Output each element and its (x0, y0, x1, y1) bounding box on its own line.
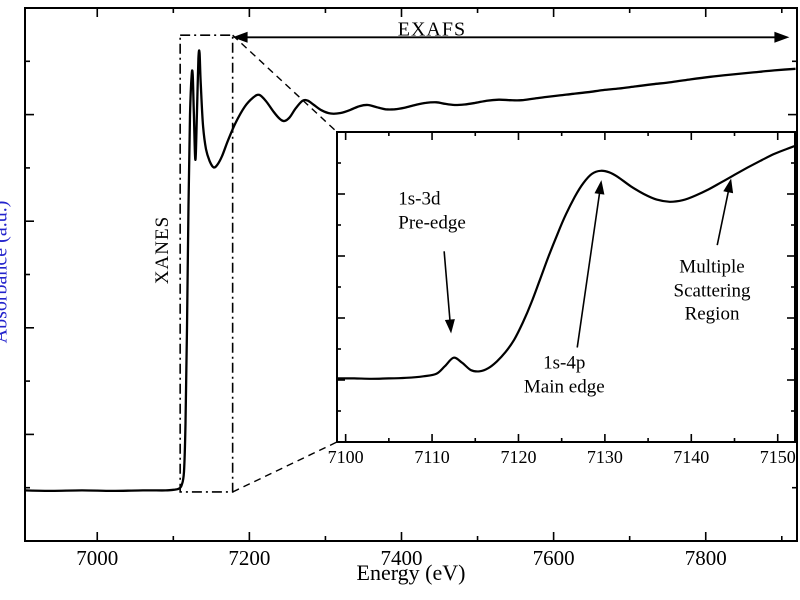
tick-label: 7000 (76, 546, 119, 570)
tick-label: 7110 (414, 447, 450, 467)
x-axis-label: Energy (eV) (356, 560, 466, 585)
tick-label: 7800 (684, 546, 727, 570)
tick-label: 7400 (380, 546, 423, 570)
tick-label: 7100 (327, 447, 364, 467)
main-edge-annotation: 1s-4p Main edge (523, 352, 605, 398)
tick-label: 7140 (673, 447, 710, 467)
main-edge-arrow-line (576, 189, 601, 348)
inset-axis-ticks (337, 132, 795, 442)
main-spectrum-curve (24, 49, 796, 493)
zoom-connector-top (232, 34, 338, 133)
inset-xanes-curve (336, 144, 796, 380)
tick-label: 7120 (500, 447, 537, 467)
multiple-scattering-arrow-arrowhead (723, 178, 734, 194)
tick-label: 7600 (532, 546, 575, 570)
y-axis-label: Absorbance (a.u.) (0, 200, 12, 344)
exafs-range-arrow-arrowhead (774, 31, 790, 43)
exafs-region-label: EXAFS (397, 18, 467, 41)
multiple-scattering-annotation: Multiple Scattering Region (673, 256, 751, 325)
pre-edge-annotation: 1s-3d Pre-edge (398, 188, 466, 234)
pre-edge-arrow-line (443, 251, 452, 324)
tick-label: 7130 (586, 447, 623, 467)
xanes-zoom-box (179, 34, 234, 493)
zoom-connector-bottom (232, 441, 338, 493)
tick-label: 7200 (228, 546, 271, 570)
multiple-scattering-arrow-line (716, 187, 730, 246)
exafs-range-arrow-arrowhead (232, 31, 248, 43)
tick-label: 7150 (759, 447, 796, 467)
main-edge-arrow-arrowhead (594, 180, 605, 195)
pre-edge-arrow-arrowhead (444, 319, 455, 334)
xanes-region-label: XANES (151, 215, 173, 285)
